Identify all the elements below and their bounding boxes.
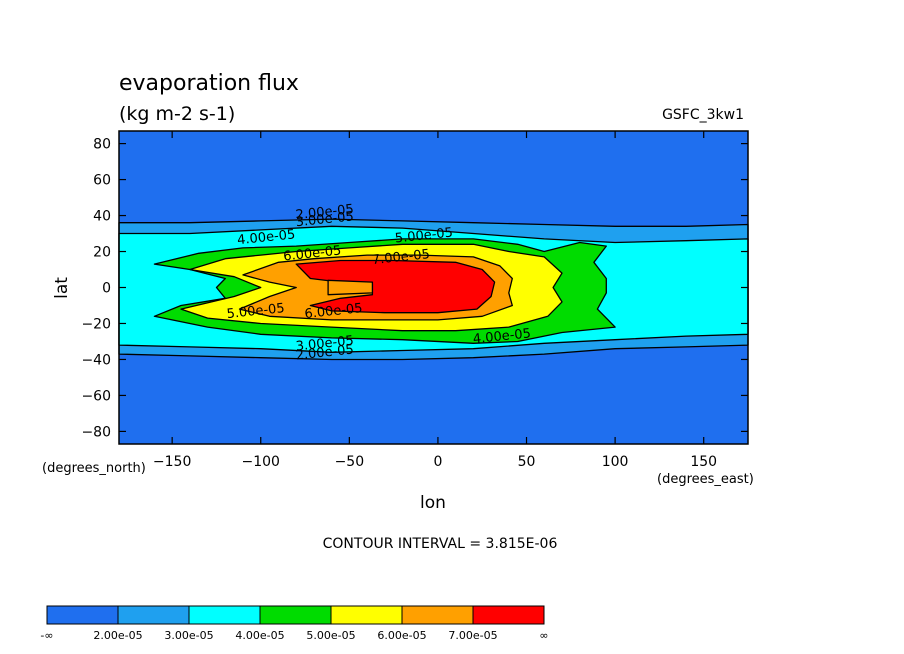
contour-interval-note: CONTOUR INTERVAL = 3.815E-06 (323, 536, 558, 552)
contour-labels: 2.00e-053.00e-054.00e-05 5.00e-056.00e-05… (226, 202, 532, 363)
legend-swatch (259, 605, 332, 625)
legend-label: 7.00e-05 (448, 629, 497, 642)
plot-area: 2.00e-053.00e-054.00e-05 5.00e-056.00e-05… (118, 130, 749, 445)
chart-title: evaporation flux (119, 71, 299, 96)
contour-label: 7.00e-05 (371, 247, 430, 268)
x-tick-label: −100 (242, 454, 280, 470)
y-tick-label: −40 (81, 352, 111, 368)
y-axis-units: (degrees_north) (42, 461, 146, 476)
legend-label: ∞ (539, 629, 548, 642)
legend-label: 6.00e-05 (377, 629, 426, 642)
x-tick-label: 150 (690, 454, 717, 470)
legend-swatch (188, 605, 261, 625)
y-tick-label: −60 (81, 388, 111, 404)
legend-swatch (46, 605, 119, 625)
contour-label: 6.00e-05 (283, 243, 342, 264)
y-tick-label: −20 (81, 316, 111, 332)
legend-swatch (117, 605, 190, 625)
y-axis-label: lat (52, 277, 72, 299)
x-tick-label: 50 (518, 454, 536, 470)
y-tick-label: 80 (93, 137, 111, 153)
chart-subtitle: (kg m-2 s-1) (119, 103, 235, 125)
legend-label: 3.00e-05 (164, 629, 213, 642)
legend-label: -∞ (40, 629, 53, 642)
y-tick-label: 20 (93, 245, 111, 261)
color-legend: -∞ 2.00e-05 3.00e-05 4.00e-05 5.00e-05 6.00e-… (40, 605, 549, 642)
y-tick-label: 0 (102, 281, 111, 297)
y-axis: −80 −60 −40 −20 0 20 40 60 80 (81, 137, 748, 440)
legend-swatch (472, 605, 545, 625)
y-tick-label: −80 (81, 424, 111, 440)
x-tick-label: 100 (602, 454, 629, 470)
x-axis-label: lon (420, 493, 446, 513)
contour-label: 2.00e-05 (295, 202, 354, 223)
contour-label: 4.00e-05 (472, 326, 531, 347)
contour-region-level-6 (327, 279, 374, 296)
x-axis-units: (degrees_east) (657, 472, 754, 487)
x-tick-label: −150 (153, 454, 191, 470)
dataset-label: GSFC_3kw1 (662, 107, 744, 123)
y-tick-label: 40 (93, 209, 111, 225)
contour-label: 4.00e-05 (237, 227, 296, 248)
x-tick-label: −50 (335, 454, 365, 470)
contour-label: 2.00e-05 (295, 342, 354, 363)
legend-label: 4.00e-05 (235, 629, 284, 642)
contour-label: 5.00e-05 (394, 225, 453, 246)
contour-label: 3.00e-05 (295, 333, 354, 354)
contour-label: 6.00e-05 (304, 301, 363, 322)
legend-label: 2.00e-05 (93, 629, 142, 642)
legend-label: 5.00e-05 (306, 629, 355, 642)
legend-swatch (401, 605, 474, 625)
legend-swatch (330, 605, 403, 625)
x-tick-label: 0 (433, 454, 442, 470)
contour-label: 3.00e-05 (295, 209, 354, 230)
y-tick-label: 60 (93, 173, 111, 189)
contour-fill-regions (118, 218, 749, 361)
x-axis: −150 −100 −50 0 50 100 150 (153, 131, 717, 470)
contour-label: 5.00e-05 (226, 301, 285, 322)
